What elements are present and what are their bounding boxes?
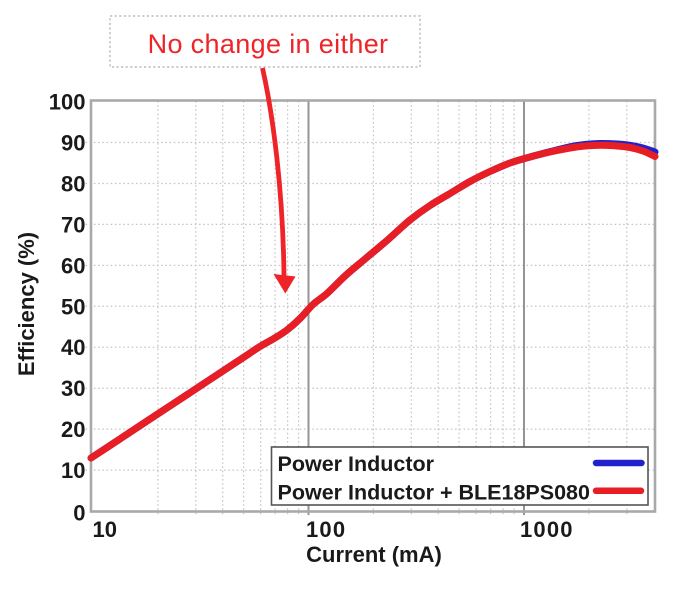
svg-text:30: 30 xyxy=(61,376,85,401)
svg-text:70: 70 xyxy=(61,212,85,237)
svg-text:80: 80 xyxy=(61,171,85,196)
svg-text:No change in either: No change in either xyxy=(148,29,389,59)
svg-text:60: 60 xyxy=(61,253,85,278)
svg-text:Current (mA): Current (mA) xyxy=(306,542,442,567)
svg-text:10: 10 xyxy=(61,458,85,483)
svg-text:Efficiency (%): Efficiency (%) xyxy=(14,232,39,376)
svg-text:100: 100 xyxy=(49,90,86,115)
svg-text:10: 10 xyxy=(93,517,117,542)
svg-text:40: 40 xyxy=(61,335,85,360)
svg-text:20: 20 xyxy=(61,417,85,442)
svg-text:90: 90 xyxy=(61,130,85,155)
svg-text:Power Inductor: Power Inductor xyxy=(278,452,435,476)
svg-text:Power Inductor + BLE18PS080: Power Inductor + BLE18PS080 xyxy=(278,481,590,505)
svg-text:100: 100 xyxy=(306,517,346,542)
svg-text:50: 50 xyxy=(61,294,85,319)
svg-text:0: 0 xyxy=(73,501,85,526)
svg-text:1000: 1000 xyxy=(520,517,574,542)
